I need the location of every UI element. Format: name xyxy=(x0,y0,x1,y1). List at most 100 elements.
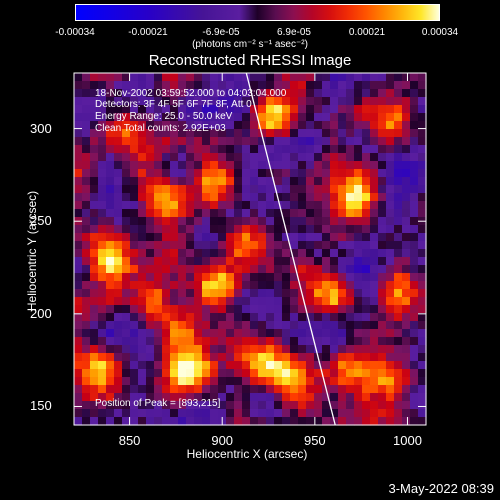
heatmap-cell xyxy=(274,241,283,250)
x-tick-label: 950 xyxy=(303,433,326,448)
heatmap-cell xyxy=(250,185,259,194)
heatmap-cell xyxy=(298,185,307,194)
heatmap-cell xyxy=(114,361,123,370)
heatmap-cell xyxy=(242,113,251,122)
heatmap-cell xyxy=(130,401,139,410)
heatmap-cell xyxy=(394,81,403,90)
heatmap-cell xyxy=(258,145,267,154)
heatmap-cell xyxy=(266,161,275,170)
heatmap-cell xyxy=(250,305,259,314)
heatmap-cell xyxy=(106,225,115,234)
heatmap-cell xyxy=(138,185,147,194)
heatmap-cell xyxy=(146,313,155,322)
heatmap-cell xyxy=(146,329,155,338)
heatmap-cell xyxy=(194,209,203,218)
heatmap-cell xyxy=(298,377,307,386)
heatmap-cell xyxy=(242,321,251,330)
heatmap-cell xyxy=(106,281,115,290)
heatmap-cell xyxy=(74,393,83,402)
heatmap-cell xyxy=(362,377,371,386)
heatmap-cell xyxy=(258,161,267,170)
heatmap-cell xyxy=(266,73,275,82)
heatmap-cell xyxy=(314,417,323,426)
heatmap-cell xyxy=(194,273,203,282)
heatmap-cell xyxy=(186,233,195,242)
heatmap-cell xyxy=(354,361,363,370)
heatmap-cell xyxy=(146,281,155,290)
heatmap-cell xyxy=(402,105,411,114)
heatmap-cell xyxy=(90,209,99,218)
heatmap-cell xyxy=(394,233,403,242)
heatmap-cell xyxy=(410,361,419,370)
heatmap-cell xyxy=(218,409,227,418)
heatmap-cell xyxy=(330,137,339,146)
heatmap-cell xyxy=(234,153,243,162)
heatmap-cell xyxy=(122,345,131,354)
heatmap-cell xyxy=(98,169,107,178)
heatmap-cell xyxy=(138,169,147,178)
heatmap-cell xyxy=(122,105,131,114)
heatmap-cell xyxy=(290,105,299,114)
heatmap-cell xyxy=(418,393,427,402)
heatmap-cell xyxy=(186,169,195,178)
heatmap-cell xyxy=(330,313,339,322)
heatmap-cell xyxy=(210,297,219,306)
heatmap-cell xyxy=(98,305,107,314)
heatmap-cell xyxy=(250,377,259,386)
heatmap-cell xyxy=(194,265,203,274)
heatmap-cell xyxy=(106,265,115,274)
heatmap-cell xyxy=(410,73,419,82)
heatmap-cell xyxy=(314,273,323,282)
heatmap-cell xyxy=(330,337,339,346)
heatmap-cell xyxy=(210,249,219,258)
heatmap-cell xyxy=(298,121,307,130)
heatmap-cell xyxy=(322,313,331,322)
heatmap-cell xyxy=(154,393,163,402)
heatmap-cell xyxy=(114,233,123,242)
heatmap-cell xyxy=(90,345,99,354)
heatmap-cell xyxy=(146,393,155,402)
heatmap-cell xyxy=(370,353,379,362)
heatmap-cell xyxy=(234,73,243,82)
heatmap-cell xyxy=(138,153,147,162)
heatmap-cell xyxy=(210,289,219,298)
heatmap-cell xyxy=(170,305,179,314)
heatmap-cell xyxy=(138,265,147,274)
heatmap-cell xyxy=(234,121,243,130)
heatmap-cell xyxy=(306,233,315,242)
heatmap-cell xyxy=(258,185,267,194)
heatmap-cell xyxy=(74,201,83,210)
heatmap-cell xyxy=(82,97,91,106)
heatmap-cell xyxy=(154,329,163,338)
heatmap-cell xyxy=(98,281,107,290)
heatmap-cell xyxy=(98,225,107,234)
heatmap-cell xyxy=(170,297,179,306)
heatmap-cell xyxy=(266,345,275,354)
heatmap-cell xyxy=(186,241,195,250)
heatmap-cell xyxy=(338,209,347,218)
heatmap-cell xyxy=(90,233,99,242)
heatmap-cell xyxy=(258,273,267,282)
heatmap-cell xyxy=(322,97,331,106)
heatmap-cell xyxy=(162,177,171,186)
heatmap-cell xyxy=(266,257,275,266)
heatmap-cell xyxy=(290,249,299,258)
heatmap-cell xyxy=(402,137,411,146)
heatmap-cell xyxy=(170,369,179,378)
heatmap-cell xyxy=(74,409,83,418)
heatmap-cell xyxy=(98,201,107,210)
heatmap-cell xyxy=(314,401,323,410)
heatmap-cell xyxy=(346,305,355,314)
heatmap-cell xyxy=(178,145,187,154)
heatmap-cell xyxy=(90,377,99,386)
heatmap-cell xyxy=(178,313,187,322)
heatmap-cell xyxy=(410,281,419,290)
heatmap-cell xyxy=(218,241,227,250)
heatmap-cell xyxy=(234,273,243,282)
heatmap-cell xyxy=(194,249,203,258)
heatmap-cell xyxy=(346,257,355,266)
heatmap-cell xyxy=(322,369,331,378)
heatmap-cell xyxy=(234,321,243,330)
heatmap-cell xyxy=(306,193,315,202)
